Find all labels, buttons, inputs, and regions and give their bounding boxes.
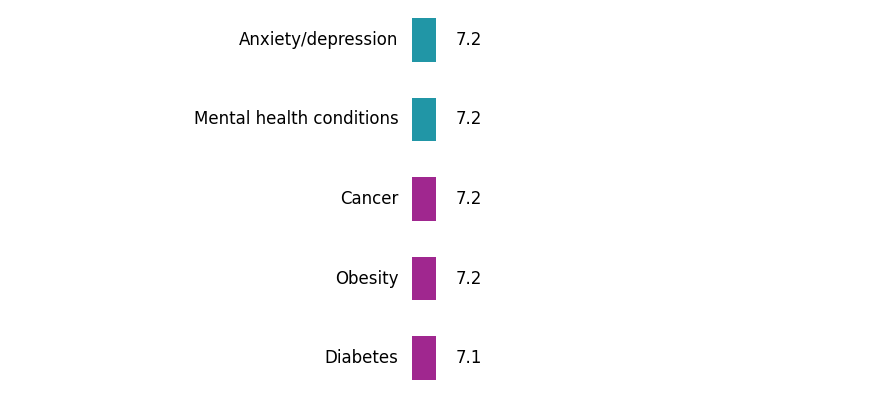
FancyBboxPatch shape: [412, 336, 436, 380]
Text: 7.2: 7.2: [456, 190, 482, 208]
Text: 7.2: 7.2: [456, 110, 482, 129]
FancyBboxPatch shape: [412, 18, 436, 62]
FancyBboxPatch shape: [412, 177, 436, 221]
Text: Mental health conditions: Mental health conditions: [194, 110, 398, 129]
Text: Cancer: Cancer: [340, 190, 398, 208]
Text: Anxiety/depression: Anxiety/depression: [239, 31, 398, 49]
FancyBboxPatch shape: [412, 98, 436, 141]
Text: 7.1: 7.1: [456, 349, 482, 367]
FancyBboxPatch shape: [412, 257, 436, 300]
Text: 7.2: 7.2: [456, 269, 482, 288]
Text: Diabetes: Diabetes: [325, 349, 398, 367]
Text: 7.2: 7.2: [456, 31, 482, 49]
Text: Obesity: Obesity: [335, 269, 398, 288]
